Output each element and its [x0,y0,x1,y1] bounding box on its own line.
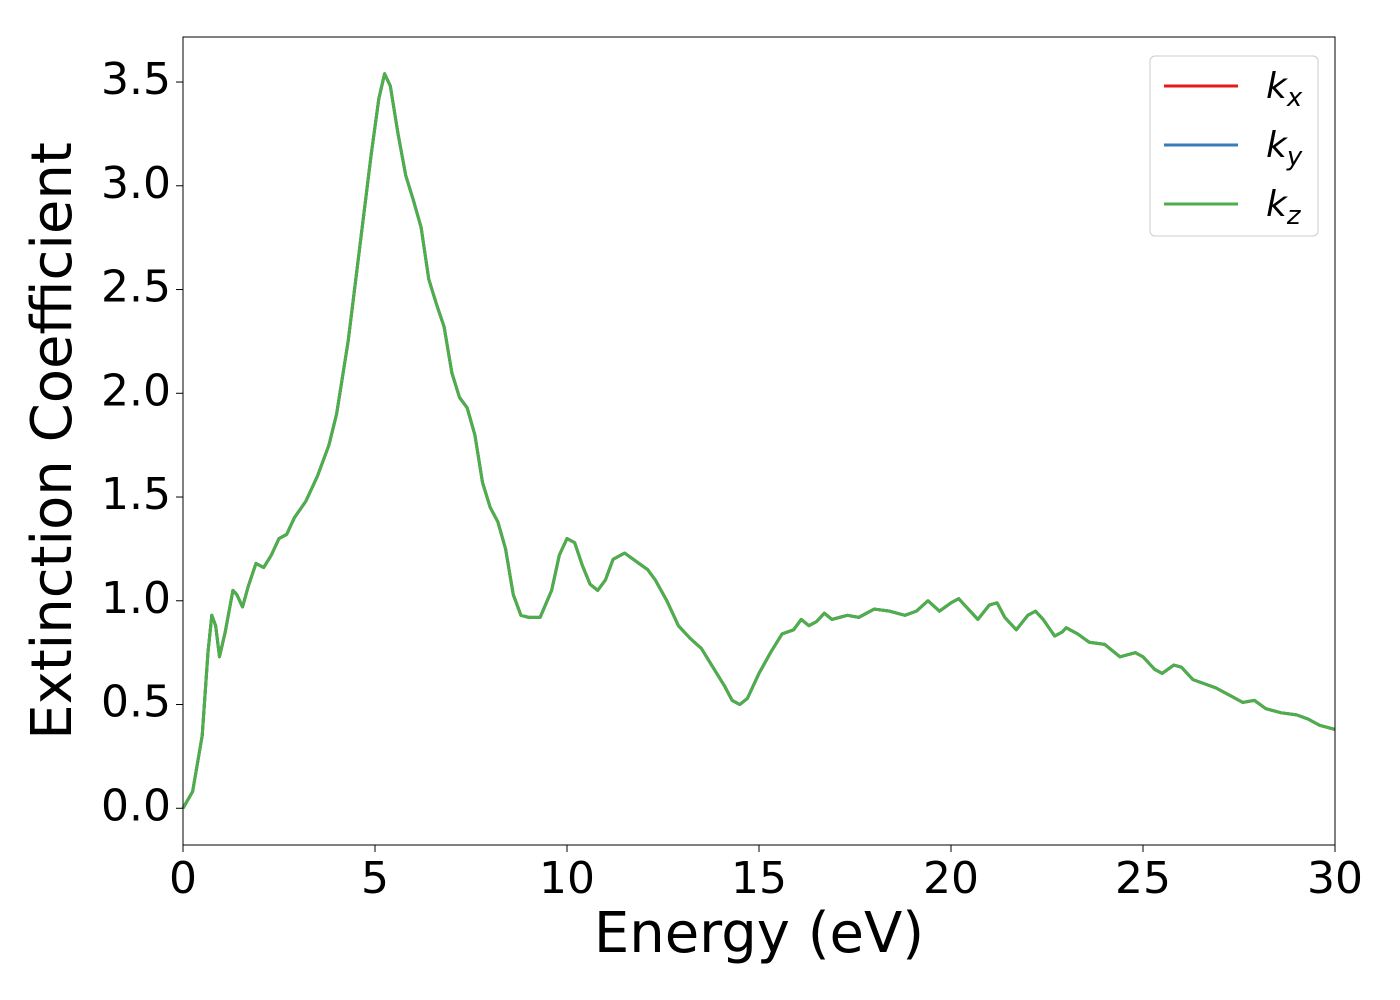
x-tick-label: 0 [169,853,197,904]
data-line [181,72,1336,810]
y-tick-label: 3.5 [101,54,171,105]
y-tick-label: 3.0 [101,158,171,209]
x-axis-title: Energy (eV) [594,901,924,966]
y-tick-label: 2.5 [101,262,171,313]
x-tick-label: 20 [923,853,979,904]
legend-label: kz [1266,184,1302,231]
y-tick-label: 0.0 [101,780,171,831]
legend: kx ky kz [1149,55,1319,237]
legend-label: kx [1266,66,1303,113]
y-axis-title: Extinction Coefficient [20,142,85,740]
x-tick-label: 15 [731,853,787,904]
legend-label: ky [1266,125,1303,172]
x-tick-label: 30 [1307,853,1363,904]
x-tick-label: 25 [1115,853,1171,904]
y-tick-label: 2.0 [101,365,171,416]
y-tick-label: 1.0 [101,573,171,624]
y-tick-label: 0.5 [101,677,171,728]
x-tick-label: 10 [539,853,595,904]
plot-frame [182,36,1336,846]
x-tick-label: 5 [361,853,389,904]
y-tick-label: 1.5 [101,469,171,520]
